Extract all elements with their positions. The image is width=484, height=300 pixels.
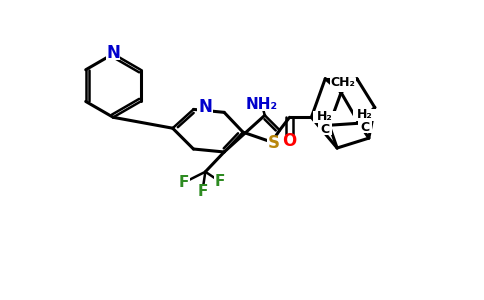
Bar	[248, 98, 276, 111]
Text: F: F	[197, 184, 208, 199]
Bar	[313, 111, 337, 123]
Bar	[318, 123, 332, 135]
Text: F: F	[179, 175, 189, 190]
Bar	[196, 185, 209, 198]
Text: H₂: H₂	[318, 110, 333, 123]
Bar	[358, 121, 372, 133]
Bar	[197, 100, 213, 114]
Bar	[283, 135, 297, 149]
Bar	[177, 176, 190, 189]
Text: CH₂: CH₂	[331, 76, 355, 89]
Bar	[330, 78, 356, 92]
Text: NH₂: NH₂	[246, 97, 278, 112]
Text: F: F	[215, 174, 226, 189]
Text: C: C	[360, 121, 369, 134]
Text: O: O	[283, 132, 297, 150]
Bar	[106, 46, 120, 60]
Text: N: N	[198, 98, 212, 116]
Text: H₂: H₂	[357, 108, 373, 121]
Bar	[267, 137, 281, 151]
Text: S: S	[268, 134, 280, 152]
Bar	[353, 110, 377, 121]
Text: N: N	[106, 44, 120, 62]
Text: C: C	[321, 123, 330, 136]
Bar	[214, 175, 227, 188]
